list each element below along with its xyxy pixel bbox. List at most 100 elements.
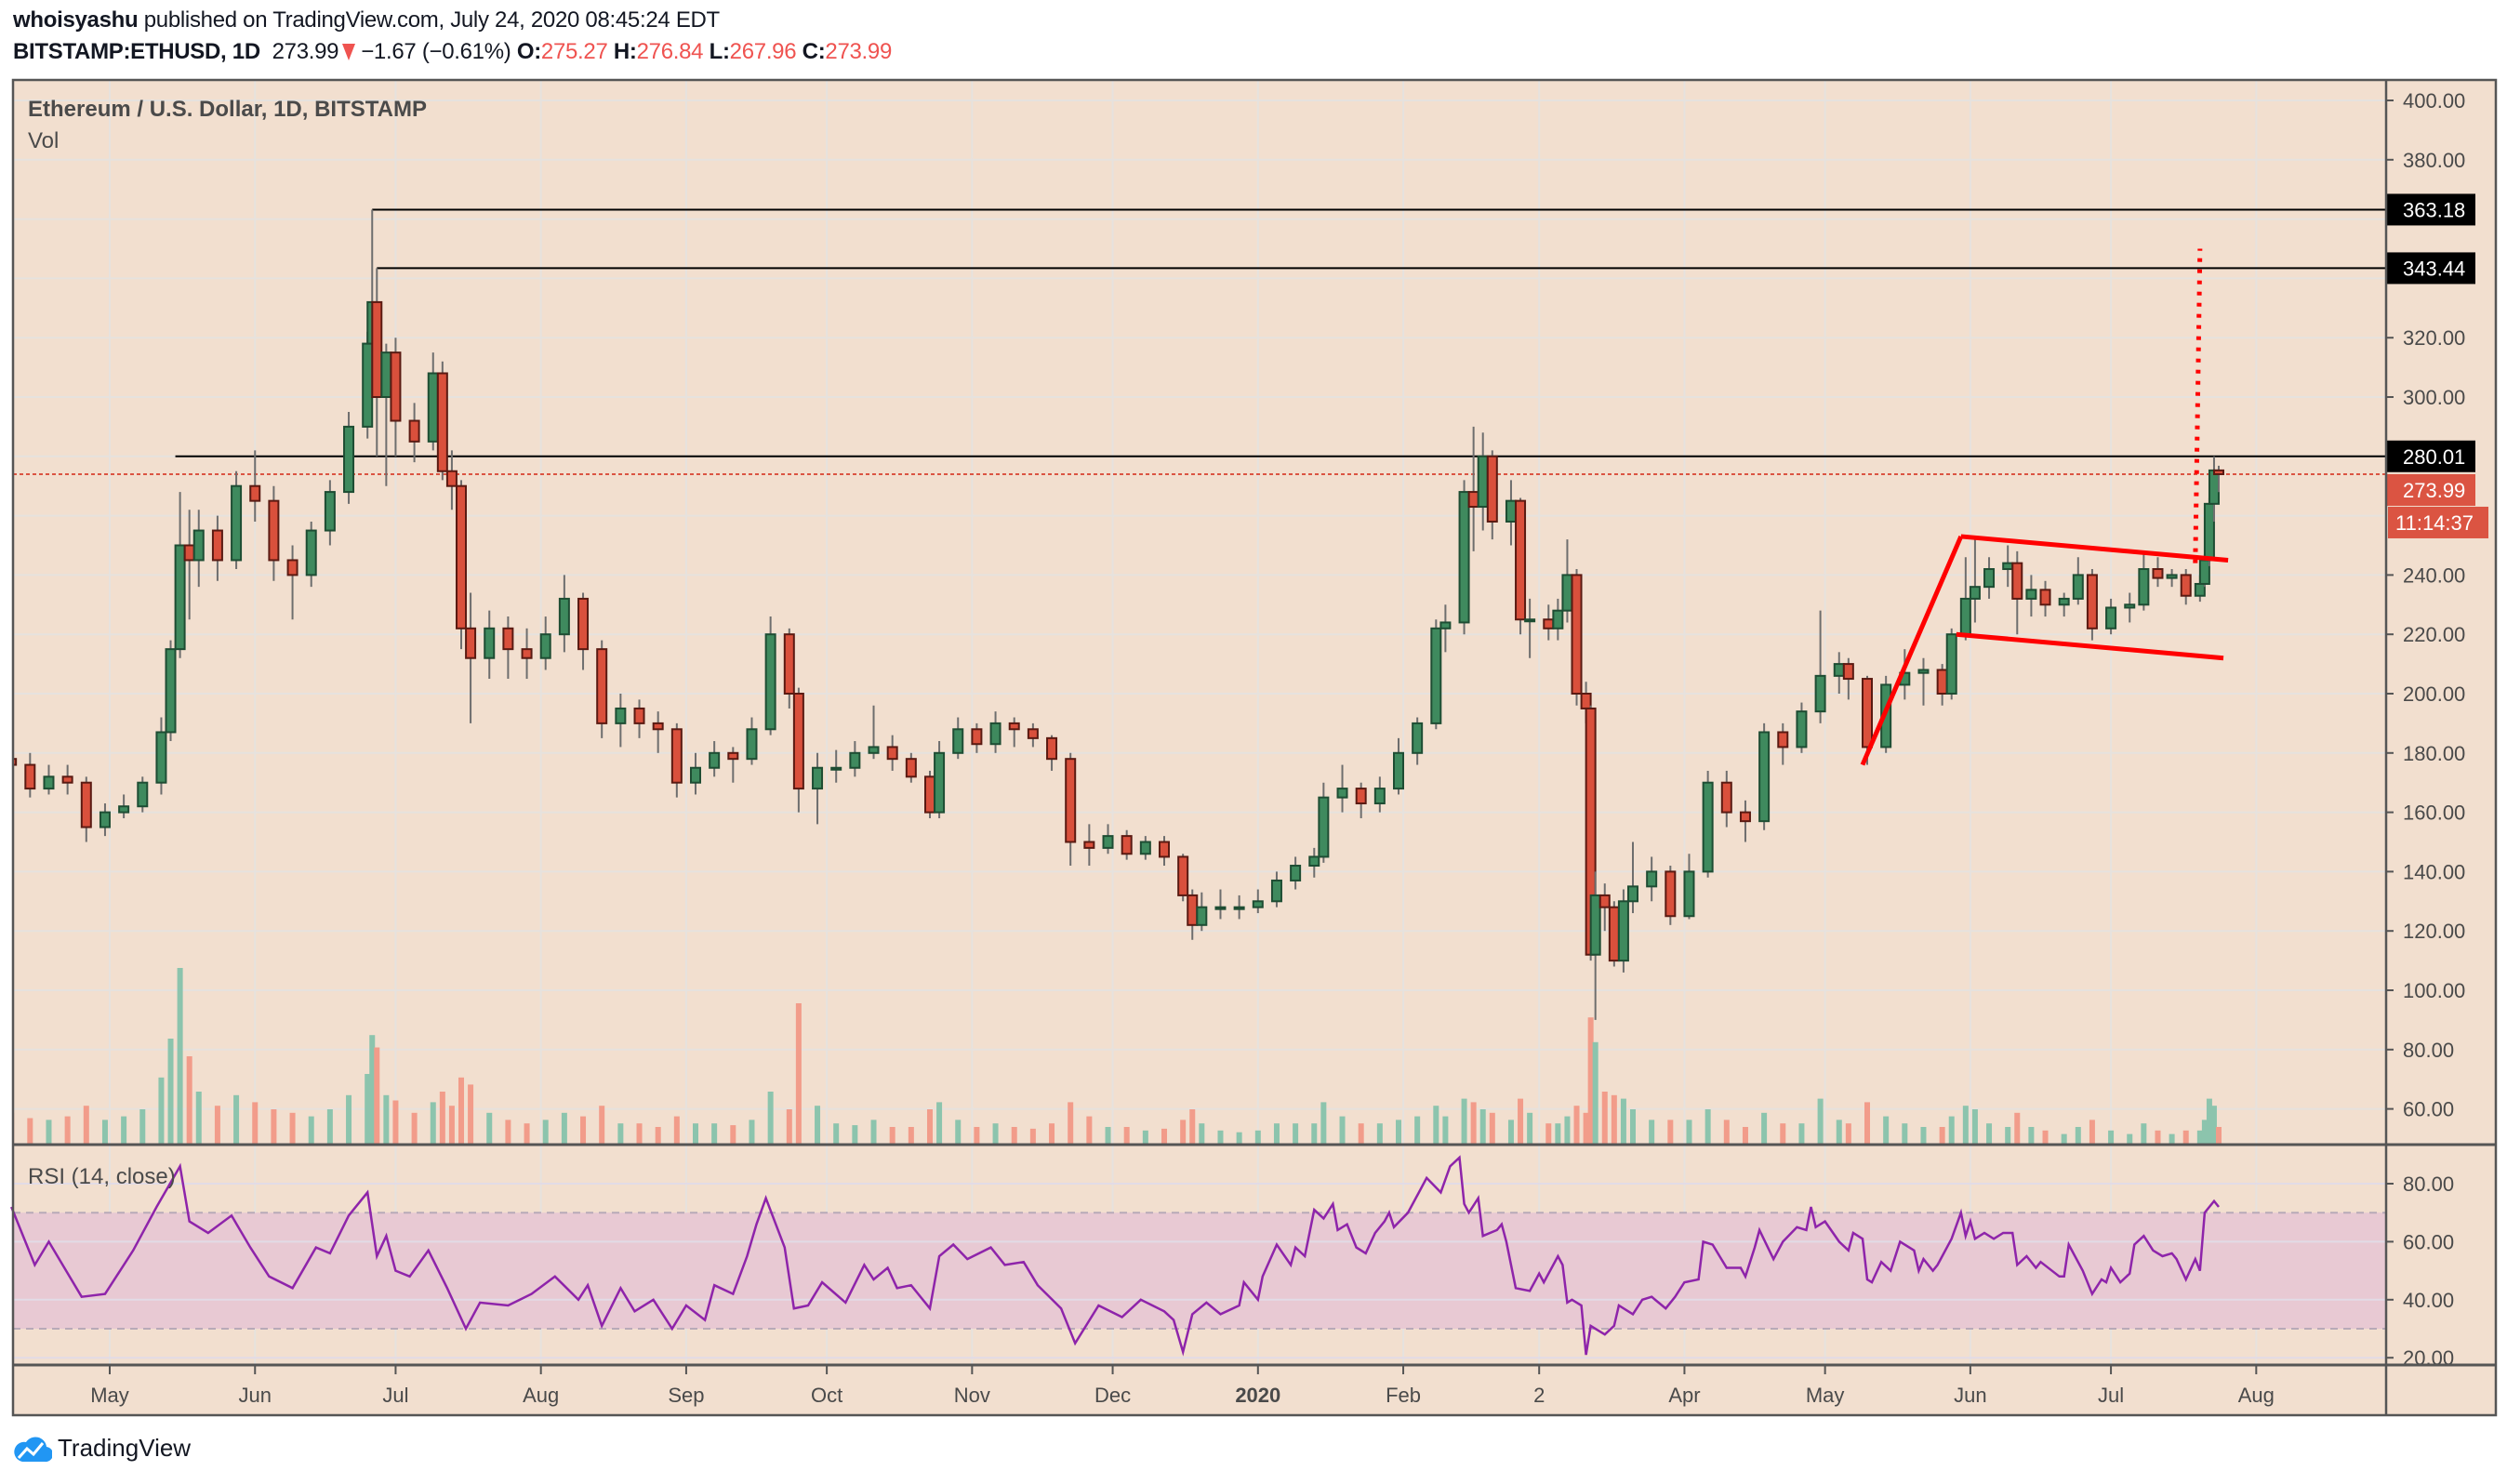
candle-body bbox=[2213, 469, 2224, 475]
candle-body bbox=[905, 758, 917, 778]
volume-bar bbox=[908, 1127, 914, 1145]
level-price-label: 280.01 bbox=[2403, 445, 2465, 469]
volume-bar bbox=[1686, 1120, 1692, 1145]
volume-bar bbox=[1761, 1112, 1768, 1145]
candle-body bbox=[1252, 900, 1264, 908]
candle-body bbox=[971, 728, 983, 746]
time-axis-label: 2020 bbox=[1235, 1384, 1280, 1407]
rsi-legend: RSI (14, close) bbox=[28, 1164, 176, 1189]
volume-bar bbox=[1320, 1102, 1327, 1145]
volume-bar bbox=[889, 1127, 895, 1145]
volume-bar bbox=[1489, 1112, 1495, 1145]
volume-bar bbox=[1845, 1123, 1851, 1145]
chart-background bbox=[13, 80, 2496, 1415]
time-axis-label: Jun bbox=[1954, 1384, 1986, 1407]
last-price-label: 273.99 bbox=[2403, 479, 2465, 502]
volume-bar bbox=[1396, 1120, 1401, 1145]
volume-bar bbox=[383, 1094, 390, 1145]
volume-bar bbox=[2127, 1133, 2133, 1145]
volume-bar bbox=[1479, 1109, 1486, 1145]
volume-bar bbox=[1029, 1128, 1036, 1145]
level-price-label: 363.18 bbox=[2403, 198, 2465, 221]
author-name[interactable]: whoisyashu bbox=[13, 7, 139, 33]
volume-bar bbox=[195, 1092, 202, 1145]
candle-body bbox=[2105, 606, 2117, 629]
volume-bar bbox=[636, 1123, 643, 1145]
candle-body bbox=[709, 751, 721, 769]
price-axis-label: 400.00 bbox=[2403, 89, 2465, 113]
time-axis-label: Jul bbox=[382, 1384, 408, 1407]
candle-body bbox=[1027, 728, 1039, 739]
volume-bar bbox=[786, 1109, 792, 1145]
candle-body bbox=[502, 627, 514, 651]
low-value: 267.96 bbox=[729, 39, 797, 64]
candle-body bbox=[1543, 618, 1555, 629]
time-axis-label: Dec bbox=[1094, 1384, 1131, 1407]
volume-bar bbox=[1555, 1123, 1561, 1145]
candle-body bbox=[1430, 627, 1442, 724]
time-axis-label: Oct bbox=[811, 1384, 842, 1407]
volume-bar bbox=[448, 1106, 455, 1145]
close-value: 273.99 bbox=[825, 39, 892, 64]
level-price-tag bbox=[2386, 252, 2475, 285]
candle-body bbox=[2072, 574, 2084, 600]
volume-bar bbox=[289, 1112, 296, 1145]
high-value: 276.84 bbox=[636, 39, 704, 64]
volume-bar bbox=[617, 1123, 624, 1145]
volume-bar bbox=[252, 1102, 259, 1145]
open-value: 275.27 bbox=[540, 39, 608, 64]
volume-bar bbox=[1780, 1123, 1786, 1145]
rsi-axis-label: 40.00 bbox=[2403, 1289, 2454, 1312]
rsi-line bbox=[10, 1155, 2220, 1357]
candle-body bbox=[849, 751, 861, 769]
volume-bar bbox=[1199, 1123, 1205, 1145]
volume-bar bbox=[2155, 1130, 2161, 1145]
candle-body bbox=[633, 707, 645, 724]
candle-body bbox=[305, 529, 317, 576]
volume-bar bbox=[326, 1109, 333, 1145]
volume-bar bbox=[1545, 1123, 1552, 1145]
price-axis-label: 200.00 bbox=[2403, 682, 2465, 706]
open-label: O: bbox=[516, 39, 541, 64]
candle-body bbox=[1720, 781, 1732, 814]
candle-body bbox=[408, 419, 420, 443]
volume-bar bbox=[158, 1077, 165, 1145]
volume-bar bbox=[1836, 1120, 1842, 1145]
rsi-band bbox=[13, 1212, 2386, 1329]
volume-bar bbox=[1573, 1106, 1580, 1145]
candle-body bbox=[1917, 669, 1930, 674]
volume-bar bbox=[693, 1123, 698, 1145]
volume-bar bbox=[139, 1109, 146, 1145]
volume-bar bbox=[1723, 1120, 1730, 1145]
candle-body bbox=[1617, 900, 1629, 962]
volume-bar bbox=[46, 1120, 52, 1145]
volume-bar bbox=[1049, 1123, 1055, 1145]
down-triangle-icon bbox=[342, 44, 356, 60]
price-axis-label: 140.00 bbox=[2403, 860, 2465, 883]
price-axis-label: 80.00 bbox=[2403, 1039, 2454, 1062]
candle-body bbox=[174, 544, 186, 651]
volume-bar bbox=[1189, 1109, 1196, 1145]
volume-bar bbox=[1902, 1123, 1908, 1145]
volume-bar bbox=[1068, 1102, 1074, 1145]
tradingview-logo[interactable]: TradingView bbox=[13, 1432, 191, 1464]
candle-body bbox=[324, 491, 336, 532]
price-axis-label: 60.00 bbox=[2403, 1098, 2454, 1121]
level-price-tag bbox=[2386, 440, 2475, 472]
volume-bar bbox=[121, 1116, 127, 1145]
volume-bar bbox=[346, 1094, 352, 1145]
volume-bar bbox=[2075, 1127, 2081, 1145]
level-price-label: 343.44 bbox=[2403, 257, 2465, 280]
symbol-name: BITSTAMP:ETHUSD, 1D bbox=[13, 39, 260, 64]
volume-bar bbox=[374, 1047, 380, 1145]
volume-bar bbox=[458, 1077, 464, 1145]
volume-bar bbox=[730, 1125, 736, 1145]
candle-body bbox=[2203, 502, 2215, 562]
candle-body bbox=[1552, 609, 1564, 629]
candle-body bbox=[1983, 568, 1996, 589]
volume-bar bbox=[2028, 1127, 2035, 1145]
candle-body bbox=[445, 470, 458, 487]
candle-body bbox=[137, 781, 149, 808]
candle-body bbox=[1814, 674, 1826, 713]
